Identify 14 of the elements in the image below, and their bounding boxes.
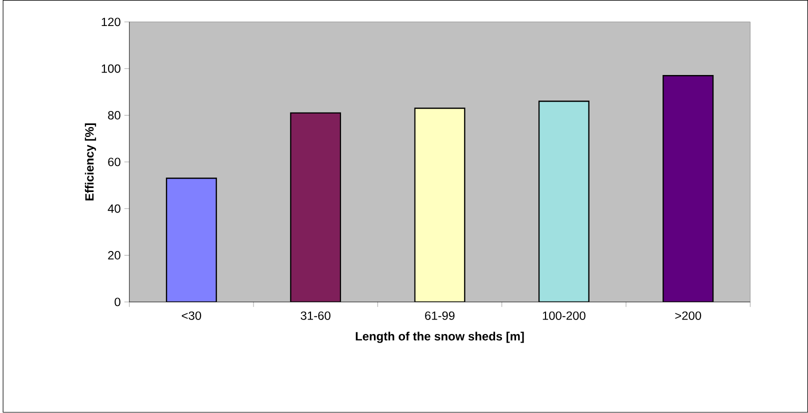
y-axis-title: Efficiency [%] bbox=[84, 124, 96, 201]
x-tick-label: 61-99 bbox=[425, 312, 454, 320]
y-tick-label: 80 bbox=[108, 111, 120, 120]
x-tick-label: <30 bbox=[182, 312, 202, 320]
y-tick-label: 0 bbox=[114, 298, 120, 306]
x-tick-label: >200 bbox=[675, 312, 702, 320]
y-tick-label: 120 bbox=[102, 18, 120, 26]
x-tick-label: 100-200 bbox=[542, 312, 586, 320]
y-tick-label: 40 bbox=[108, 204, 120, 214]
y-tick-label: 20 bbox=[108, 251, 120, 260]
y-tick-label: 100 bbox=[102, 64, 120, 74]
y-tick-label: 60 bbox=[108, 158, 120, 166]
x-axis-title: Length of the snow sheds [m] bbox=[356, 332, 524, 344]
x-tick-label: 31-60 bbox=[300, 312, 330, 320]
